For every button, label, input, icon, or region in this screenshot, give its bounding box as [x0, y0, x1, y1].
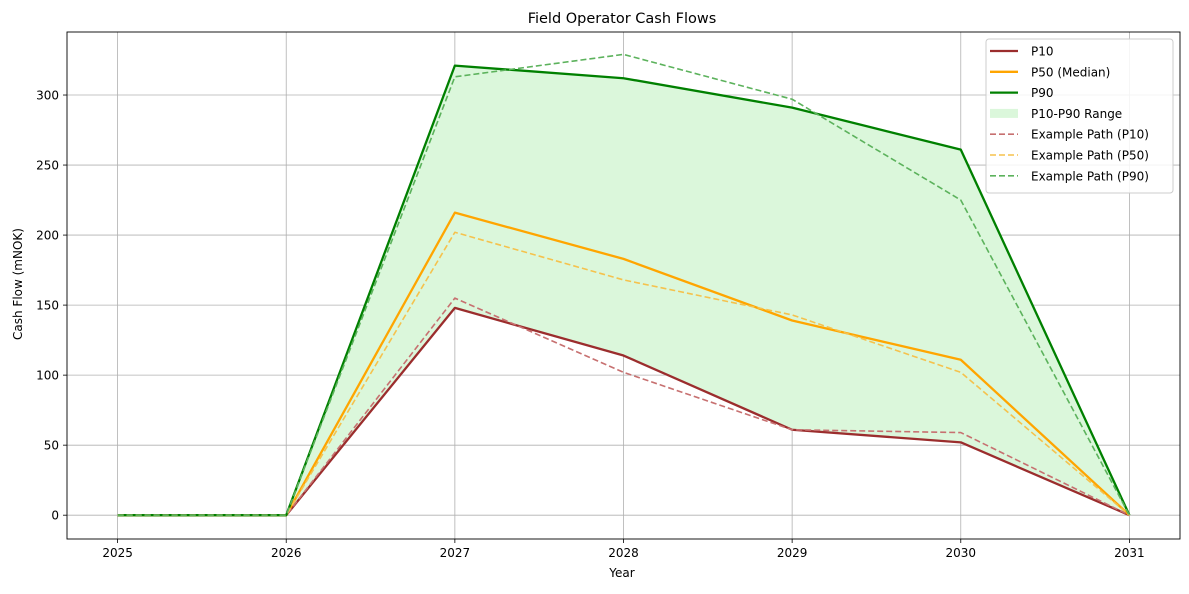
y-tick-label: 250 [36, 159, 59, 173]
y-tick-label: 100 [36, 369, 59, 383]
legend-label: Example Path (P50) [1031, 149, 1149, 163]
legend-label: P90 [1031, 86, 1054, 100]
chart-title: Field Operator Cash Flows [528, 11, 717, 27]
series-line-example-path-p90 [117, 53, 1131, 516]
x-tick-label: 2028 [608, 546, 639, 560]
y-ticks: 0 50 100 150 200 250 300 [36, 89, 67, 523]
legend: P10 P50 (Median) P90 P10-P90 Range Example P… [985, 38, 1174, 194]
x-tick-label: 2027 [440, 546, 471, 560]
legend-label: Example Path (P90) [1031, 169, 1149, 183]
legend-label: P10-P90 Range [1031, 107, 1122, 121]
y-tick-label: 0 [51, 509, 59, 523]
range-band-layer [117, 65, 1130, 516]
legend-label: P10 [1031, 45, 1054, 59]
legend-box [985, 38, 1174, 194]
x-tick-label: 2025 [102, 546, 133, 560]
series-line-p90 [117, 64, 1131, 517]
x-tick-label: 2030 [945, 546, 976, 560]
x-tick-label: 2026 [271, 546, 302, 560]
legend-label: Example Path (P10) [1031, 128, 1149, 142]
y-axis-label: Cash Flow (mNOK) [11, 228, 25, 340]
legend-label: P50 (Median) [1031, 65, 1110, 79]
y-tick-label: 300 [36, 89, 59, 103]
x-tick-label: 2031 [1114, 546, 1145, 560]
x-axis-label: Year [608, 566, 634, 580]
x-ticks: 2025 2026 2027 2028 2029 2030 2031 [102, 539, 1145, 560]
x-tick-label: 2029 [777, 546, 808, 560]
legend-swatch-band [990, 108, 1018, 118]
range-band-area [117, 65, 1130, 516]
series-lines [117, 53, 1131, 517]
series-line-example-path-p10 [117, 297, 1130, 516]
y-tick-label: 50 [44, 439, 59, 453]
y-tick-label: 150 [36, 299, 59, 313]
y-tick-label: 200 [36, 229, 59, 243]
